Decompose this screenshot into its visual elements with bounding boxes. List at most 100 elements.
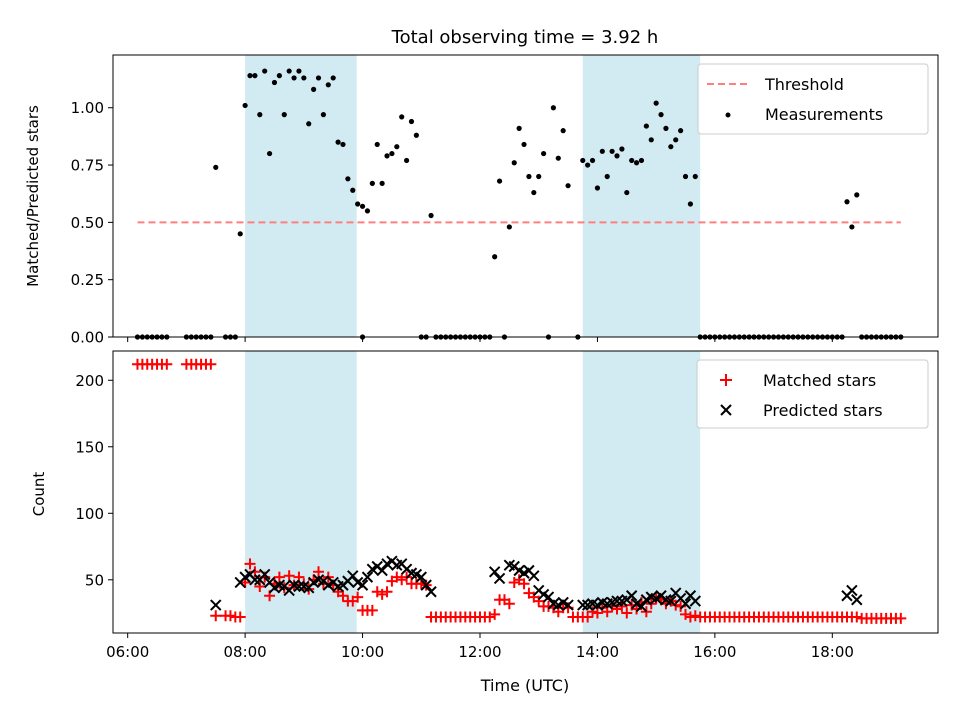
matched-stars-point bbox=[376, 588, 388, 600]
matched-stars-point bbox=[503, 598, 515, 610]
predicted-stars-point bbox=[846, 584, 858, 597]
top-y-tick-label: 0.50 bbox=[71, 214, 104, 232]
predicted-stars-point bbox=[361, 571, 374, 583]
legend-matched-label: Matched stars bbox=[763, 371, 876, 390]
predicted-stars-point bbox=[679, 598, 692, 610]
x-tick-label: 18:00 bbox=[811, 643, 854, 661]
matched-stars-point bbox=[161, 358, 173, 370]
measurement-point bbox=[213, 164, 219, 170]
top-shaded-regions bbox=[245, 55, 701, 337]
matched-stars-point bbox=[366, 604, 378, 616]
measurement-point bbox=[340, 141, 346, 148]
measurement-point bbox=[369, 180, 375, 186]
measurement-point bbox=[408, 118, 415, 125]
x-tick-label: 14:00 bbox=[576, 643, 619, 661]
top-y-tick-label: 0.75 bbox=[71, 157, 104, 175]
measurement-point bbox=[389, 150, 395, 157]
measurement-point bbox=[350, 187, 356, 193]
matched-stars-point bbox=[591, 607, 603, 619]
bottom-y-tick-label: 50 bbox=[85, 571, 104, 589]
measurement-point bbox=[335, 139, 341, 145]
measurement-point bbox=[281, 112, 287, 118]
matched-stars-point bbox=[601, 606, 613, 618]
matched-stars-point bbox=[224, 610, 236, 622]
bottom-y-ticks: 50 100 150 200 bbox=[75, 372, 113, 589]
bottom-shaded-regions bbox=[245, 351, 701, 633]
legend-measurements-label: Measurements bbox=[765, 105, 883, 124]
measurement-point bbox=[854, 192, 860, 198]
measurement-point bbox=[384, 153, 390, 159]
x-tick-label: 12:00 bbox=[458, 643, 501, 661]
top-plot-frame bbox=[112, 54, 939, 338]
matched-stars-point bbox=[313, 566, 325, 578]
measurement-point bbox=[643, 123, 649, 129]
top-y-tick-label: 0.25 bbox=[71, 271, 104, 289]
measurement-point bbox=[247, 73, 253, 79]
matched-stars-point bbox=[684, 611, 696, 623]
measurement-point bbox=[678, 128, 684, 134]
measurement-point bbox=[589, 157, 596, 164]
matched-stars-point bbox=[371, 586, 383, 598]
measurement-point bbox=[541, 150, 547, 157]
measurement-point bbox=[609, 148, 615, 154]
predicted-stars-point bbox=[356, 579, 369, 591]
measurement-point bbox=[252, 73, 258, 79]
measurement-point bbox=[325, 82, 331, 88]
measurement-point bbox=[428, 212, 434, 219]
measurement-point bbox=[604, 173, 610, 180]
measurement-point bbox=[506, 224, 512, 230]
measurement-point bbox=[364, 208, 371, 214]
predicted-stars-point bbox=[415, 571, 427, 583]
measurement-point bbox=[262, 68, 268, 74]
bottom-panel: 50 100 150 200 06:00 08:00 10:00 12:00 14:00 16:… bbox=[30, 350, 939, 695]
matched-stars-point bbox=[244, 558, 256, 570]
top-y-axis-label: Matched/Predicted stars bbox=[24, 105, 42, 287]
bottom-y-axis-label: Count bbox=[30, 472, 48, 517]
measurement-point bbox=[526, 173, 532, 180]
predicted-stars-point bbox=[420, 579, 432, 591]
matched-stars-point bbox=[680, 608, 692, 620]
matched-stars-point bbox=[337, 590, 349, 602]
predicted-stars-point bbox=[577, 599, 589, 611]
predicted-stars-point bbox=[611, 595, 623, 607]
predicted-stars-point bbox=[542, 591, 555, 603]
measurement-point bbox=[276, 73, 282, 79]
measurement-point bbox=[379, 180, 385, 186]
measurement-point bbox=[355, 201, 361, 207]
bottom-plot-frame bbox=[112, 350, 939, 634]
bottom-legend-box bbox=[696, 359, 929, 429]
matched-stars-point bbox=[851, 611, 863, 623]
bottom-y-tick-label: 200 bbox=[75, 372, 104, 390]
measurement-point bbox=[291, 75, 297, 81]
top-y-tick-label: 0.00 bbox=[71, 329, 104, 347]
matched-stars-point bbox=[616, 600, 628, 612]
measurement-point bbox=[555, 155, 561, 161]
matched-stars-point bbox=[210, 610, 222, 622]
measurement-point bbox=[550, 105, 556, 111]
measurement-point bbox=[374, 141, 380, 148]
matched-stars-point bbox=[533, 595, 545, 607]
predicted-stars-point bbox=[249, 574, 261, 586]
predicted-stars-point bbox=[562, 599, 574, 611]
top-legend: Threshold Measurements bbox=[697, 63, 929, 135]
measurement-point bbox=[257, 112, 263, 118]
matched-stars-point bbox=[640, 606, 652, 618]
matched-stars-point bbox=[381, 586, 393, 598]
matched-stars-point bbox=[582, 611, 594, 623]
measurement-point bbox=[580, 157, 586, 164]
top-x-ticks bbox=[127, 337, 833, 342]
x-axis-label: Time (UTC) bbox=[480, 676, 569, 695]
measurement-point bbox=[653, 100, 659, 106]
measurement-point bbox=[673, 137, 679, 143]
measurement-point bbox=[492, 254, 498, 260]
predicted-stars-point bbox=[493, 572, 506, 585]
measurement-point bbox=[599, 148, 605, 154]
measurement-point bbox=[687, 201, 694, 207]
bottom-y-tick-label: 100 bbox=[75, 505, 104, 523]
matched-stars-point bbox=[621, 607, 633, 619]
predicted-stars-point bbox=[376, 564, 388, 577]
matched-stars-point bbox=[254, 580, 266, 592]
matched-stars-point bbox=[484, 611, 496, 623]
matched-stars-point bbox=[489, 608, 501, 620]
predicted-stars-point bbox=[293, 580, 305, 593]
